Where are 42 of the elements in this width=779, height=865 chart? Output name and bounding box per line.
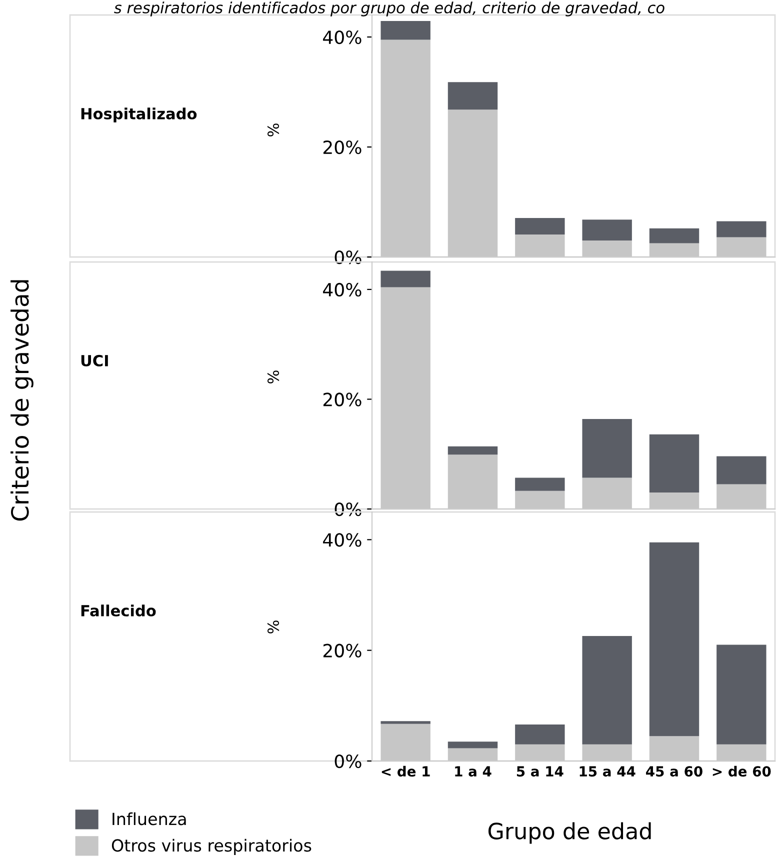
- bar: [380, 21, 430, 40]
- y-tick-label: 20%: [323, 644, 362, 658]
- x-tick-label: 1 a 4: [455, 766, 492, 777]
- bar: [448, 82, 498, 110]
- x-tick-label: > de 60: [712, 766, 771, 777]
- x-tick-label: 15 a 44: [580, 766, 636, 777]
- bar: [515, 218, 565, 234]
- bar: [649, 434, 700, 493]
- legend-label: Influenza: [112, 812, 186, 826]
- bar: [380, 270, 430, 288]
- y-tick-label: 40%: [323, 30, 362, 44]
- bar: [380, 721, 430, 724]
- legend-label: Otros virus respiratorios: [112, 838, 312, 855]
- bar: [582, 220, 632, 240]
- y-tick-label: 40%: [323, 282, 362, 297]
- text: Fallecido: [81, 604, 156, 616]
- bar: [582, 636, 632, 744]
- x-tick-label: 5 a 14: [516, 766, 564, 777]
- text: Criterio de gravedad: [10, 280, 34, 521]
- y-tick-label: 40%: [323, 533, 362, 547]
- bar: [448, 446, 498, 455]
- bar: [582, 418, 632, 478]
- bar: [716, 644, 766, 744]
- bar: [649, 228, 700, 244]
- x-tick-label: 45 a 60: [646, 766, 702, 777]
- y-tick-label: 0%: [334, 754, 362, 768]
- y-tick-label: 20%: [323, 392, 362, 406]
- bar: [716, 221, 766, 238]
- x-axis-title: Grupo de edad: [488, 822, 651, 844]
- bar: [649, 542, 700, 736]
- y-axis-title: %: [267, 124, 280, 136]
- bar: [448, 742, 498, 748]
- bar: [515, 478, 565, 491]
- bar: [716, 456, 766, 484]
- annotation: s respiratorios identificados por grupo de edad, criterio de gravedad, co: [114, 2, 664, 16]
- text: UCI: [81, 354, 108, 366]
- y-tick-label: 20%: [323, 140, 362, 154]
- y-axis-title: %: [267, 370, 280, 384]
- bar: [515, 724, 565, 744]
- y-axis-title: %: [267, 620, 280, 634]
- x-tick-label: < de 1: [382, 766, 430, 777]
- text: Hospitalizado: [81, 108, 197, 122]
